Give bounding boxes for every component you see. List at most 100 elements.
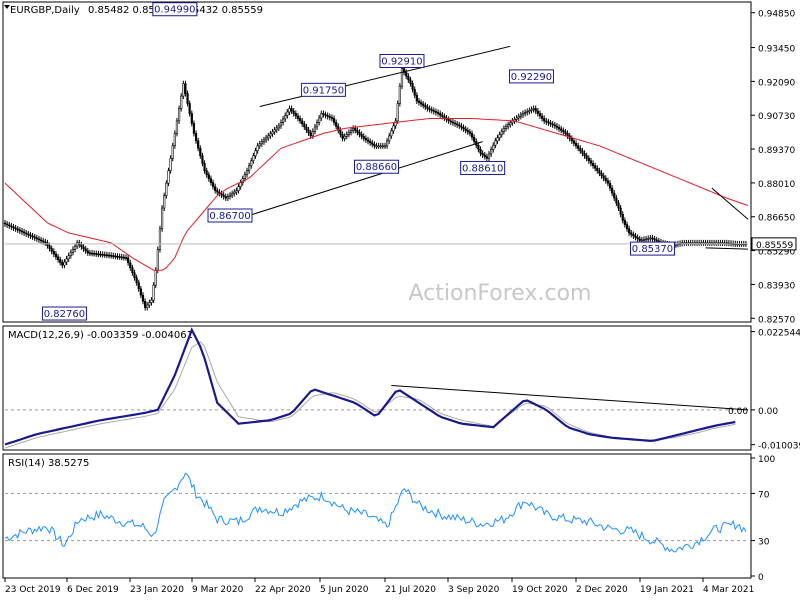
candle-body — [29, 234, 32, 237]
candle-body — [405, 72, 408, 77]
candle-body — [555, 125, 559, 128]
candle-body — [349, 130, 353, 133]
candle-body — [216, 190, 219, 193]
candle-body — [453, 122, 457, 125]
candle-body — [470, 133, 474, 138]
candle-body — [645, 238, 648, 241]
candle-body — [201, 155, 204, 164]
candle-body — [3, 222, 7, 225]
price-annotation-label: 0.94990 — [154, 5, 195, 16]
candle-body — [284, 115, 287, 120]
candle-body — [496, 137, 499, 142]
candle-body — [434, 111, 438, 113]
candle-body — [184, 83, 187, 94]
candle-body — [33, 236, 36, 239]
candle-body — [417, 100, 421, 103]
candle-body — [379, 145, 382, 148]
candle-body — [180, 95, 183, 109]
candle-body — [383, 145, 387, 148]
candle-body — [84, 248, 87, 252]
candle-body — [492, 144, 495, 150]
candle-body — [449, 120, 452, 123]
candle-body — [498, 134, 501, 139]
x-axis-label: 21 Jul 2020 — [385, 585, 436, 595]
x-axis-label: 19 Oct 2020 — [512, 585, 568, 595]
candle-body — [177, 108, 181, 122]
candle-body — [256, 145, 259, 152]
candle-body — [6, 223, 9, 226]
candle-body — [31, 235, 34, 238]
candle-body — [570, 138, 573, 142]
rsi-axis-label: 100 — [758, 455, 775, 465]
price-annotation-label: 0.88660 — [356, 162, 397, 173]
candle-body — [436, 112, 440, 114]
candle-body — [362, 136, 365, 139]
candle-body — [330, 117, 334, 119]
candle-body — [632, 234, 635, 237]
last-price-badge — [751, 237, 797, 251]
candle-body — [426, 106, 429, 109]
candle-body — [386, 140, 389, 147]
candle-body — [623, 220, 626, 225]
trendline — [705, 247, 749, 250]
last-price-label: 0.85559 — [756, 241, 793, 251]
macd-axis-label: 0.022544 — [758, 329, 800, 339]
x-axis-label: 4 Mar 2021 — [703, 585, 754, 595]
rsi-axis-label: 70 — [758, 490, 770, 500]
candle-body — [430, 109, 433, 111]
candle-body — [630, 232, 633, 235]
candle-body — [199, 148, 202, 157]
candle-body — [526, 111, 529, 113]
candle-body — [54, 253, 58, 258]
candle-body — [281, 118, 285, 123]
candle-body — [296, 115, 300, 119]
candle-body — [481, 152, 484, 156]
candle-body — [585, 155, 588, 159]
candle-body — [160, 207, 164, 230]
candle-body — [339, 130, 342, 135]
candle-body — [137, 282, 140, 290]
macd-trendline — [391, 385, 749, 411]
candle-body — [343, 136, 346, 139]
candle-body — [63, 261, 66, 266]
candle-body — [655, 239, 658, 242]
candle-body — [534, 108, 537, 112]
candle-body — [653, 238, 656, 241]
candle-body — [651, 237, 654, 240]
candle-body — [557, 127, 561, 130]
macd-axis-label: 0.00 — [758, 407, 778, 417]
price-axis-label: 0.94850 — [758, 10, 795, 20]
candle-body — [608, 182, 612, 189]
candle-body — [589, 160, 593, 164]
candle-body — [269, 133, 272, 137]
candle-body — [286, 111, 289, 116]
candle-body — [320, 113, 323, 119]
candle-body — [606, 180, 609, 184]
price-axis-label: 0.83930 — [758, 281, 795, 291]
candle-body — [591, 162, 595, 167]
candle-body — [598, 170, 601, 174]
candle-body — [638, 238, 641, 241]
candle-body — [617, 202, 620, 209]
rsi-axis-label: 0 — [758, 573, 764, 583]
rsi-header: RSI(14) 38.5275 — [8, 458, 89, 469]
candle-body — [388, 135, 391, 142]
candle-body — [262, 139, 266, 143]
candle-body — [222, 194, 225, 197]
candle-body — [273, 129, 276, 133]
candle-body — [27, 233, 30, 236]
candle-body — [228, 194, 232, 197]
candle-body — [37, 238, 41, 241]
watermark: ActionForex.com — [409, 281, 592, 306]
candle-body — [464, 128, 467, 131]
candle-body — [543, 118, 546, 122]
candle-body — [95, 253, 98, 255]
candle-body — [248, 165, 251, 172]
candle-body — [583, 152, 586, 157]
candle-body — [69, 252, 72, 256]
candle-body — [409, 79, 412, 84]
candle-body — [298, 118, 302, 122]
candle-body — [154, 269, 157, 286]
candle-body — [369, 141, 372, 144]
candle-body — [322, 113, 325, 115]
